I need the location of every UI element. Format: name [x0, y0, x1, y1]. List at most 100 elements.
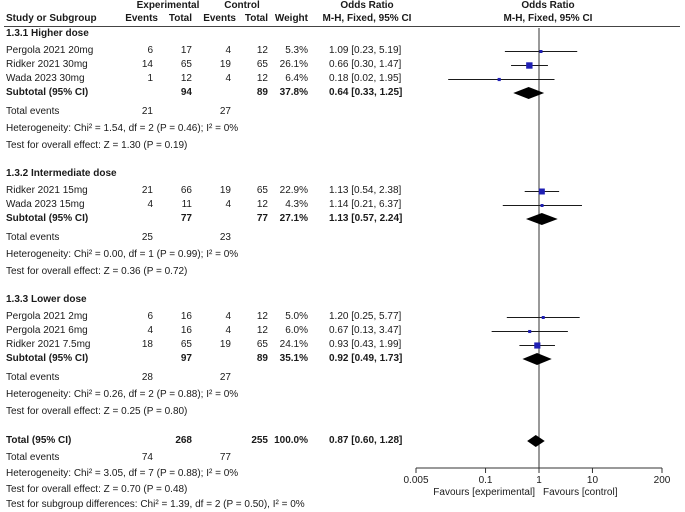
study-exp-events: 14	[141, 59, 153, 70]
x-tick-label: 1	[536, 475, 542, 486]
subtotal-label: Subtotal (95% CI)	[6, 213, 89, 224]
total-header: Total	[168, 13, 192, 24]
weight-header: Weight	[274, 13, 308, 24]
subtotal-ci: 0.92 [0.49, 1.73]	[329, 353, 403, 364]
study-ctrl-events: 19	[219, 59, 231, 70]
subtotal-ci: 0.64 [0.33, 1.25]	[329, 87, 403, 98]
study-exp-events: 18	[141, 339, 153, 350]
study-name: Pergola 2021 20mg	[6, 45, 94, 56]
study-weight: 24.1%	[279, 339, 308, 350]
total-events-exp: 25	[141, 232, 153, 243]
study-header: Study or Subgroup	[6, 13, 97, 24]
overall-total-events-ctrl: 77	[219, 452, 231, 463]
study-marker	[497, 77, 501, 82]
odds-ratio-plot-header: Odds Ratio	[521, 0, 575, 11]
study-name: Wada 2023 15mg	[6, 199, 85, 210]
total-events-ctrl: 23	[219, 232, 231, 243]
pooled-diamond	[522, 353, 552, 365]
study-ctrl-total: 12	[256, 73, 268, 84]
study-ctrl-total: 12	[256, 325, 268, 336]
study-exp-events: 21	[141, 185, 153, 196]
heterogeneity-text: Heterogeneity: Chi² = 1.54, df = 2 (P = …	[6, 123, 239, 134]
study-ci: 0.18 [0.02, 1.95]	[329, 73, 402, 84]
study-exp-total: 12	[180, 73, 192, 84]
overall-effect-text: Test for overall effect: Z = 0.70 (P = 0…	[6, 484, 188, 495]
total-events-label: Total events	[6, 372, 60, 383]
study-name: Ridker 2021 30mg	[6, 59, 88, 70]
study-exp-total: 17	[180, 45, 192, 56]
total-events-exp: 21	[141, 106, 153, 117]
study-weight: 5.3%	[285, 45, 308, 56]
study-weight: 6.0%	[285, 325, 308, 336]
overall-heterogeneity-text: Heterogeneity: Chi² = 3.05, df = 7 (P = …	[6, 468, 239, 479]
study-ctrl-total: 65	[256, 185, 268, 196]
study-ctrl-total: 12	[256, 311, 268, 322]
study-exp-events: 4	[147, 325, 153, 336]
header-rule	[4, 26, 680, 27]
total-ci: 0.87 [0.60, 1.28]	[329, 435, 403, 446]
study-ci: 1.09 [0.23, 5.19]	[329, 45, 402, 56]
favours-experimental-label: Favours [experimental]	[433, 487, 535, 498]
study-weight: 26.1%	[279, 59, 308, 70]
pooled-diamonds	[513, 87, 558, 447]
events-control-header: Events	[203, 13, 236, 24]
subtotal-label: Subtotal (95% CI)	[6, 353, 89, 364]
subtotal-exp-total: 97	[180, 353, 192, 364]
study-name: Wada 2023 30mg	[6, 73, 85, 84]
subtotal-label: Subtotal (95% CI)	[6, 87, 89, 98]
total-control-header: Total	[244, 13, 268, 24]
pooled-diamond	[513, 87, 545, 99]
group-title: 1.3.1 Higher dose	[6, 28, 89, 39]
study-weight: 4.3%	[285, 199, 308, 210]
study-ctrl-total: 65	[256, 339, 268, 350]
study-marker	[528, 329, 532, 334]
total-ctrl-total: 255	[251, 435, 268, 446]
study-exp-events: 4	[147, 199, 153, 210]
x-tick-label: 200	[654, 475, 671, 486]
group-title: 1.3.2 Intermediate dose	[6, 168, 117, 179]
study-name: Pergola 2021 2mg	[6, 311, 88, 322]
study-weight: 22.9%	[279, 185, 308, 196]
study-ctrl-events: 19	[219, 339, 231, 350]
x-axis-ticks: 0.005 0.1 1 10 200	[403, 468, 671, 486]
study-exp-total: 66	[180, 185, 192, 196]
subtotal-weight: 35.1%	[279, 353, 308, 364]
study-weight: 5.0%	[285, 311, 308, 322]
method-header: M-H, Fixed, 95% CI	[322, 13, 412, 24]
study-ci: 0.67 [0.13, 3.47]	[329, 325, 402, 336]
study-ctrl-events: 4	[225, 73, 231, 84]
subtotal-weight: 27.1%	[279, 213, 308, 224]
subtotal-ctrl-total: 89	[256, 87, 268, 98]
overall-total-events-exp: 74	[141, 452, 153, 463]
experimental-header: Experimental	[136, 0, 200, 11]
study-marker	[526, 62, 533, 69]
events-header: Events	[125, 13, 158, 24]
study-ci: 1.20 [0.25, 5.77]	[329, 311, 402, 322]
study-ctrl-total: 12	[256, 45, 268, 56]
study-name: Ridker 2021 15mg	[6, 185, 88, 196]
odds-ratio-header: Odds Ratio	[340, 0, 394, 11]
study-exp-total: 11	[181, 199, 192, 210]
total-events-label: Total events	[6, 106, 60, 117]
overall-effect-text: Test for overall effect: Z = 1.30 (P = 0…	[6, 140, 188, 151]
favours-control-label: Favours [control]	[543, 487, 618, 498]
pooled-diamond	[527, 435, 545, 447]
subtotal-weight: 37.8%	[279, 87, 308, 98]
overall-total-events-label: Total events	[6, 452, 60, 463]
heterogeneity-text: Heterogeneity: Chi² = 0.00, df = 1 (P = …	[6, 249, 239, 260]
x-tick-label: 10	[587, 475, 599, 486]
study-ctrl-events: 19	[219, 185, 231, 196]
study-marker	[538, 188, 545, 195]
subgroup-differences-text: Test for subgroup differences: Chi² = 1.…	[6, 499, 305, 510]
study-exp-events: 1	[147, 73, 153, 84]
study-name: Ridker 2021 7.5mg	[6, 339, 91, 350]
study-marker	[541, 316, 545, 319]
study-exp-total: 16	[180, 325, 192, 336]
subtotal-exp-total: 94	[180, 87, 192, 98]
total-events-ctrl: 27	[219, 106, 231, 117]
total-weight: 100.0%	[274, 435, 308, 446]
pooled-diamond	[525, 213, 558, 225]
study-weight: 6.4%	[285, 73, 308, 84]
study-name: Pergola 2021 6mg	[6, 325, 88, 336]
